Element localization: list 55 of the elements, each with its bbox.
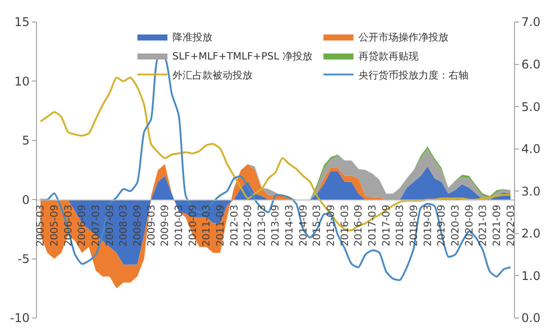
x-tick-label: 2018-09 <box>409 204 420 246</box>
x-tick-label: 2009-03 <box>146 204 158 246</box>
x-tick-label: 2017-09 <box>381 204 392 246</box>
x-tick-label: 2016-03 <box>340 204 351 246</box>
x-tick-label: 2007-03 <box>91 204 102 246</box>
y-tick-label: 0 <box>22 192 30 207</box>
legend-label: 再贷款再贴现 <box>358 50 418 62</box>
x-tick-label: 2015-03 <box>312 204 324 246</box>
x-tick-label: 2010-03 <box>174 204 185 246</box>
y2-tick-label: 3.0 <box>521 184 540 198</box>
legend-label: 降准投放 <box>172 31 212 44</box>
y2-tick-label: 5.0 <box>521 100 540 114</box>
x-tick-label: 2016-09 <box>354 204 365 246</box>
x-tick-label: 2014-09 <box>298 204 310 246</box>
y-tick-label: -10 <box>10 311 30 326</box>
x-tick-label: 2021-09 <box>492 204 503 246</box>
x-tick-label: 2019-03 <box>422 204 434 246</box>
x-tick-label: 2006-03 <box>63 204 74 246</box>
x-tick-label: 2021-03 <box>478 204 490 246</box>
x-tick-label: 2011-03 <box>202 204 213 246</box>
x-tick-label: 2006-09 <box>77 204 88 246</box>
x-tick-label: 2005-03 <box>36 204 47 246</box>
x-tick-label: 2017-03 <box>368 204 379 246</box>
y2-tick-label: 0.0 <box>521 311 540 326</box>
x-tick-label: 2018-03 <box>395 204 406 246</box>
y2-tick-label: 2.0 <box>521 226 540 241</box>
y2-tick-label: 1.0 <box>521 268 540 283</box>
x-tick-label: 2013-09 <box>270 204 282 246</box>
x-tick-label: 2014-03 <box>284 204 296 246</box>
y-tick-label: 15 <box>14 15 30 30</box>
y-tick-label: 5 <box>22 134 30 148</box>
x-tick-label: 2020-09 <box>464 204 476 246</box>
x-tick-label: 2012-09 <box>243 204 254 246</box>
legend-label: 央行货币投放力度：右轴 <box>358 69 468 82</box>
legend-label: 公开市场操作净投放 <box>358 31 448 44</box>
y2-tick-label: 4.0 <box>521 142 540 156</box>
x-tick-label: 2015-09 <box>326 204 338 246</box>
y2-tick-label: 6.0 <box>521 57 540 72</box>
x-tick-label: 2012-03 <box>229 204 240 246</box>
x-tick-label: 2022-03 <box>506 204 517 246</box>
x-tick-label: 2013-03 <box>256 204 268 246</box>
x-tick-label: 2008-03 <box>118 204 130 246</box>
y2-tick-label: 7.0 <box>521 15 540 30</box>
y-tick-label: 10 <box>14 74 30 88</box>
x-tick-label: 2008-09 <box>132 204 144 246</box>
x-tick-label: 2019-09 <box>436 204 448 246</box>
legend-label: SLF+MLF+TMLF+PSL 净投放 <box>172 50 312 62</box>
y-tick-label: -5 <box>18 252 30 266</box>
x-tick-label: 2005-09 <box>50 204 61 246</box>
x-tick-label: 2010-09 <box>188 204 199 246</box>
x-tick-label: 2007-09 <box>104 204 116 246</box>
legend-label: 外汇占款被动投放 <box>172 69 252 82</box>
x-tick-label: 2011-09 <box>215 204 226 246</box>
x-tick-label: 2009-09 <box>160 204 172 246</box>
x-tick-label: 2020-03 <box>450 204 462 246</box>
